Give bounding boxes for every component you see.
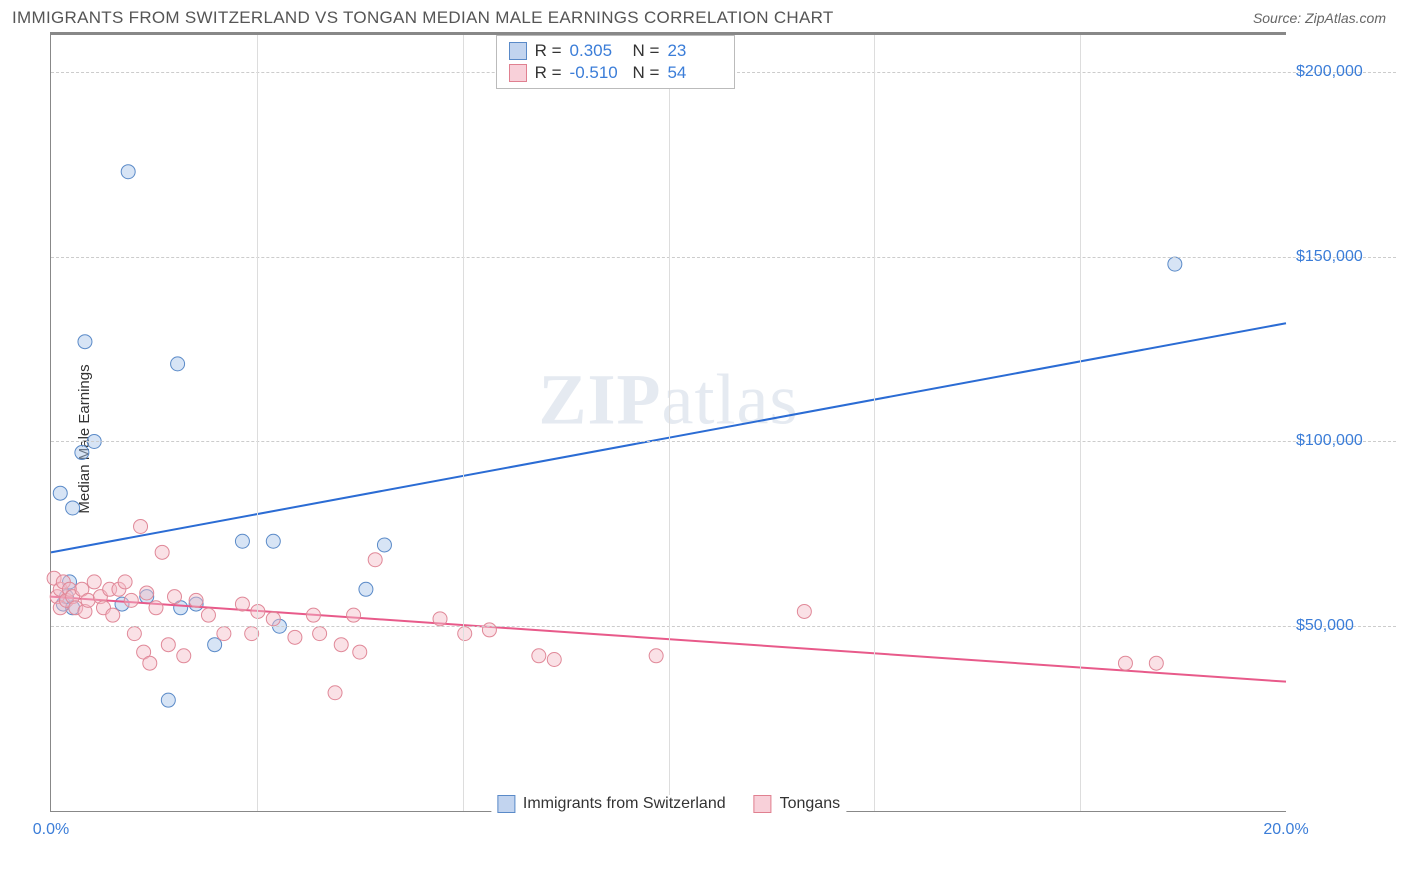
source-attribution: Source: ZipAtlas.com: [1253, 10, 1386, 26]
swatch-icon: [509, 42, 527, 60]
data-point: [106, 608, 120, 622]
plot-area: ZIPatlas R = 0.305 N = 23 R = -0.510 N =…: [50, 35, 1286, 812]
legend-label-1: Tongans: [780, 795, 841, 813]
data-point: [649, 649, 663, 663]
chart-container: Median Male Earnings ZIPatlas R = 0.305 …: [50, 32, 1286, 842]
legend-label-0: Immigrants from Switzerland: [523, 795, 726, 813]
gridline-v: [669, 35, 670, 811]
data-point: [482, 623, 496, 637]
data-point: [143, 656, 157, 670]
data-point: [149, 601, 163, 615]
data-point: [127, 627, 141, 641]
r-label: R =: [535, 63, 562, 83]
legend-item-1: Tongans: [754, 795, 841, 813]
n-label: N =: [633, 63, 660, 83]
data-point: [266, 534, 280, 548]
data-point: [121, 165, 135, 179]
data-point: [359, 582, 373, 596]
source-value: ZipAtlas.com: [1305, 10, 1386, 26]
data-point: [353, 645, 367, 659]
data-point: [235, 534, 249, 548]
gridline-h: [51, 626, 1396, 627]
data-point: [134, 519, 148, 533]
swatch-icon: [497, 795, 515, 813]
data-point: [1118, 656, 1132, 670]
x-tick-label: 20.0%: [1263, 821, 1308, 839]
swatch-icon: [754, 795, 772, 813]
data-point: [201, 608, 215, 622]
data-point: [328, 686, 342, 700]
r-value-1: -0.510: [570, 63, 625, 83]
y-tick-label: $150,000: [1296, 248, 1396, 266]
gridline-v: [1080, 35, 1081, 811]
data-point: [1168, 257, 1182, 271]
gridline-h: [51, 441, 1396, 442]
data-point: [251, 604, 265, 618]
y-tick-label: $200,000: [1296, 63, 1396, 81]
gridline-v: [257, 35, 258, 811]
x-tick-label: 0.0%: [33, 821, 69, 839]
data-point: [458, 627, 472, 641]
legend-stats-box: R = 0.305 N = 23 R = -0.510 N = 54: [496, 35, 736, 89]
data-point: [377, 538, 391, 552]
bottom-legend: Immigrants from Switzerland Tongans: [491, 795, 846, 813]
data-point: [75, 446, 89, 460]
data-point: [189, 593, 203, 607]
data-point: [266, 612, 280, 626]
data-point: [208, 638, 222, 652]
data-point: [81, 593, 95, 607]
data-point: [368, 553, 382, 567]
legend-stats-row-1: R = -0.510 N = 54: [509, 62, 723, 84]
data-point: [171, 357, 185, 371]
legend-stats-row-0: R = 0.305 N = 23: [509, 40, 723, 62]
data-point: [1149, 656, 1163, 670]
title-bar: IMMIGRANTS FROM SWITZERLAND VS TONGAN ME…: [0, 0, 1406, 32]
y-tick-label: $100,000: [1296, 432, 1396, 450]
data-point: [433, 612, 447, 626]
data-point: [313, 627, 327, 641]
data-point: [161, 638, 175, 652]
data-point: [155, 545, 169, 559]
r-label: R =: [535, 41, 562, 61]
data-point: [217, 627, 231, 641]
data-point: [124, 593, 138, 607]
data-point: [118, 575, 132, 589]
data-point: [235, 597, 249, 611]
r-value-0: 0.305: [570, 41, 625, 61]
gridline-h: [51, 257, 1396, 258]
data-point: [66, 501, 80, 515]
data-point: [87, 575, 101, 589]
y-tick-label: $50,000: [1296, 617, 1396, 635]
data-point: [140, 586, 154, 600]
data-point: [177, 649, 191, 663]
gridline-v: [874, 35, 875, 811]
data-point: [53, 486, 67, 500]
source-label: Source:: [1253, 10, 1301, 26]
n-value-1: 54: [667, 63, 722, 83]
data-point: [334, 638, 348, 652]
data-point: [168, 590, 182, 604]
chart-title: IMMIGRANTS FROM SWITZERLAND VS TONGAN ME…: [12, 8, 834, 28]
data-point: [347, 608, 361, 622]
data-point: [288, 630, 302, 644]
data-point: [532, 649, 546, 663]
data-point: [797, 604, 811, 618]
data-point: [547, 652, 561, 666]
gridline-v: [463, 35, 464, 811]
n-value-0: 23: [667, 41, 722, 61]
swatch-icon: [509, 64, 527, 82]
legend-item-0: Immigrants from Switzerland: [497, 795, 726, 813]
data-point: [78, 335, 92, 349]
data-point: [306, 608, 320, 622]
data-point: [161, 693, 175, 707]
n-label: N =: [633, 41, 660, 61]
